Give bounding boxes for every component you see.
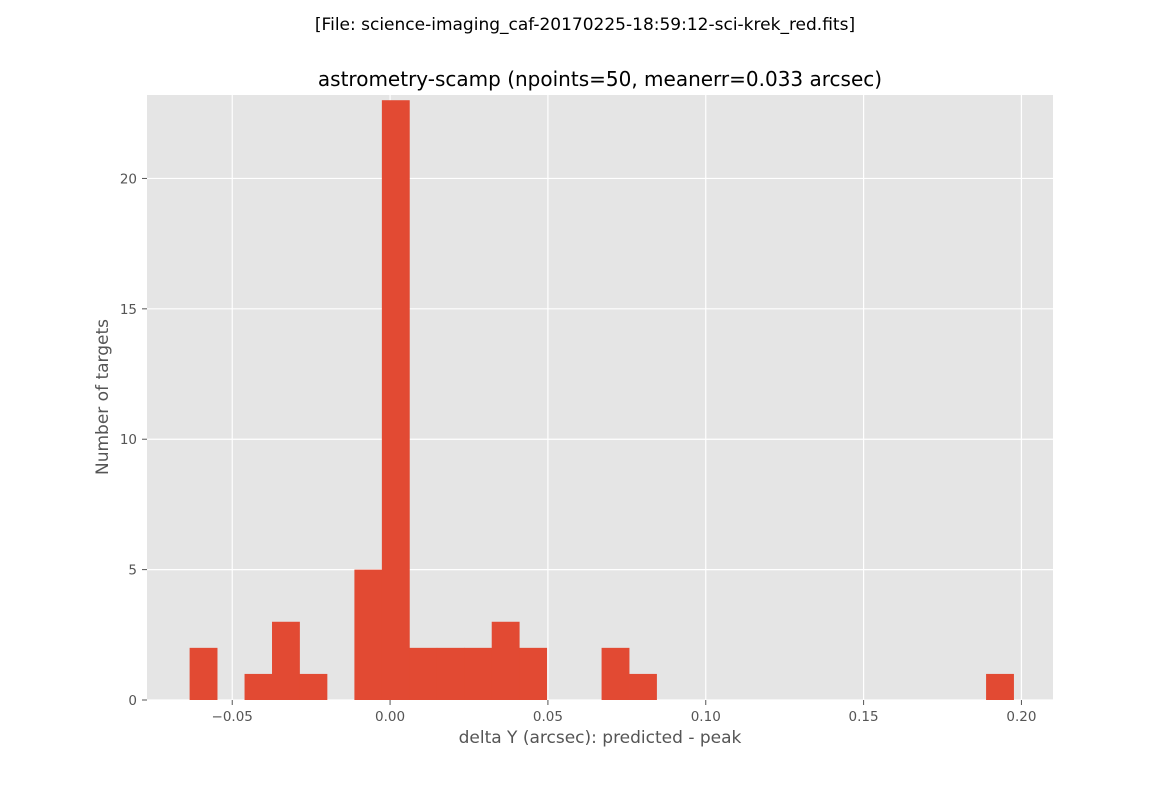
y-tick-label: 10 (120, 432, 137, 448)
histogram-bar (464, 647, 493, 700)
plot-area (147, 95, 1053, 700)
histogram-bar (629, 673, 657, 700)
x-axis-ticks: −0.05 0.00 0.05 0.10 0.15 0.20 (212, 700, 1036, 725)
histogram-bar (519, 647, 548, 700)
histogram-bar (381, 100, 410, 700)
x-tick-label: 0.20 (1006, 709, 1036, 725)
histogram-bar (601, 647, 630, 700)
histogram-bar (354, 569, 383, 700)
histogram-bar (409, 647, 438, 700)
x-tick-label: 0.15 (849, 709, 879, 725)
y-tick-label: 5 (128, 563, 137, 579)
figure-suptitle: [File: science-imaging_caf-20170225-18:5… (315, 15, 855, 35)
x-tick-label: 0.05 (533, 709, 563, 725)
histogram-bars (189, 100, 1014, 700)
histogram-bar (491, 621, 520, 700)
histogram-bar (299, 673, 328, 700)
histogram-bar (272, 621, 300, 700)
x-tick-label: 0.10 (691, 709, 721, 725)
y-axis-label: Number of targets (93, 319, 113, 475)
histogram-bar (436, 647, 465, 700)
y-tick-label: 15 (120, 302, 137, 318)
chart-title: astrometry-scamp (npoints=50, meanerr=0.… (318, 67, 882, 91)
x-axis-label: delta Y (arcsec): predicted - peak (459, 728, 742, 748)
histogram-bar (189, 647, 218, 700)
x-tick-label: −0.05 (212, 709, 253, 725)
y-tick-label: 0 (128, 693, 137, 709)
y-axis-ticks: 0 5 10 15 20 (120, 171, 147, 709)
y-tick-label: 20 (120, 171, 137, 187)
histogram-bar (244, 673, 273, 700)
histogram-bar (986, 673, 1014, 700)
x-tick-label: 0.00 (375, 709, 405, 725)
